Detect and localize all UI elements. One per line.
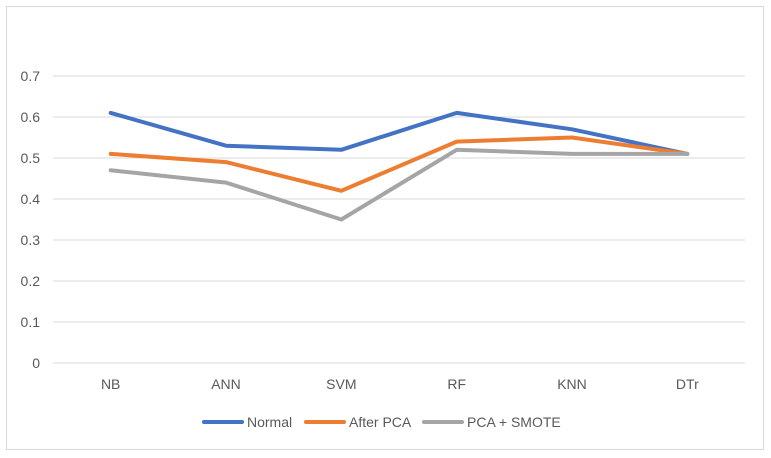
legend-item: PCA + SMOTE (422, 414, 561, 430)
legend-label: Normal (247, 414, 292, 430)
y-tick-label: 0.7 (21, 68, 41, 84)
x-axis-tick-labels: NB ANN SVM RF KNN DTr (101, 376, 699, 392)
y-tick-label: 0.2 (21, 273, 41, 289)
x-tick-label: SVM (326, 376, 356, 392)
legend: Normal After PCA PCA + SMOTE (202, 414, 561, 430)
y-axis-tick-labels: 0 0.1 0.2 0.3 0.4 0.5 0.6 0.7 (21, 68, 41, 371)
y-tick-label: 0.3 (21, 232, 41, 248)
x-tick-label: ANN (211, 376, 241, 392)
legend-item: After PCA (304, 414, 412, 430)
y-tick-label: 0.1 (21, 314, 41, 330)
legend-label: After PCA (349, 414, 412, 430)
x-tick-label: NB (101, 376, 120, 392)
y-tick-label: 0.5 (21, 150, 41, 166)
series-line-after-pca (108, 135, 690, 193)
series-line-normal (108, 110, 690, 156)
x-tick-label: RF (447, 376, 466, 392)
x-tick-label: KNN (557, 376, 587, 392)
gridlines (53, 75, 745, 364)
y-tick-label: 0.4 (21, 191, 41, 207)
y-tick-label: 0.6 (21, 109, 41, 125)
chart-frame (6, 6, 764, 450)
x-tick-label: DTr (676, 376, 699, 392)
legend-label: PCA + SMOTE (467, 414, 561, 430)
y-tick-label: 0 (32, 355, 40, 371)
legend-item: Normal (202, 414, 292, 430)
series-line-pca-smote (108, 147, 690, 222)
series-lines (108, 110, 690, 222)
